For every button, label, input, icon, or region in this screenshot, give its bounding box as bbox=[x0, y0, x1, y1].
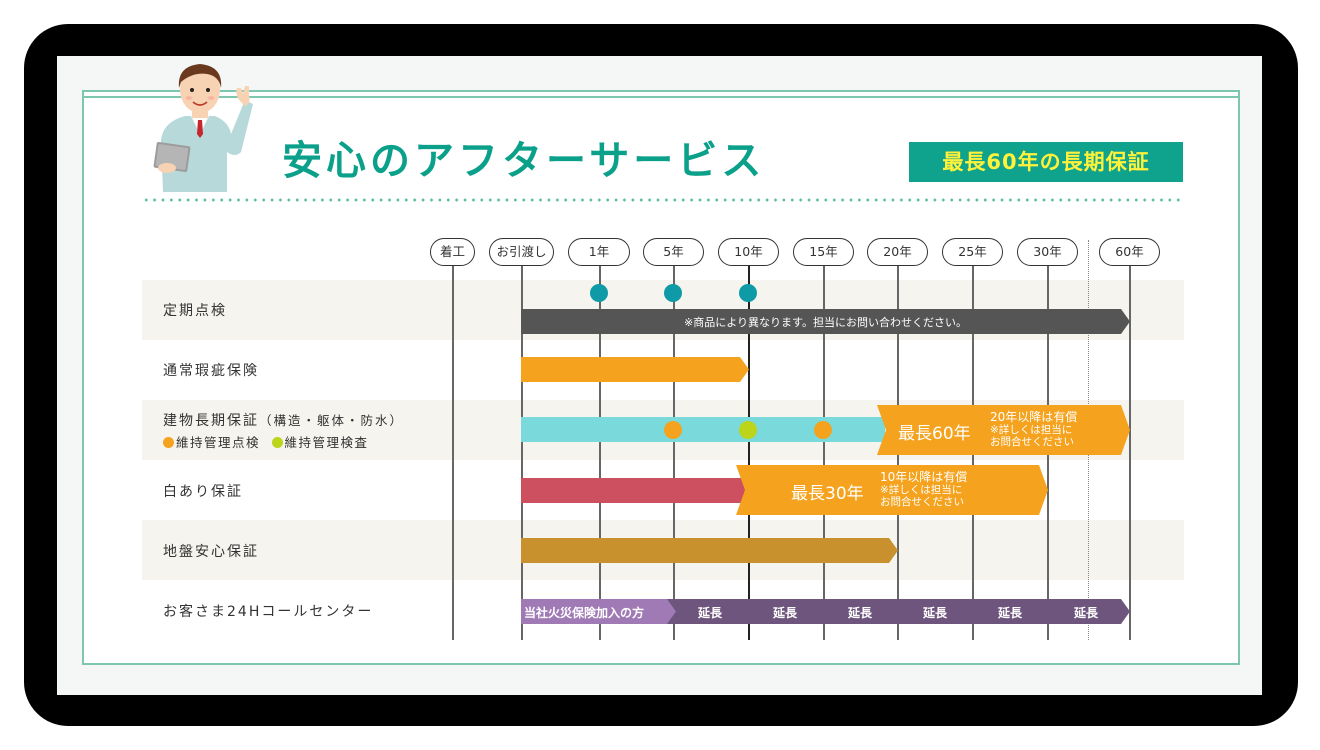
banner-30y-line2: ※詳しくは担当に bbox=[880, 484, 963, 496]
banner-60y-line2: ※詳しくは担当に bbox=[990, 424, 1073, 436]
page-title: 安心のアフターサービス bbox=[282, 138, 766, 184]
extension-label-1: 延長 bbox=[698, 606, 723, 620]
maintenance-inspection-dot-5y-icon bbox=[664, 421, 682, 439]
banner-60y-line1: 20年以降は有償 bbox=[990, 410, 1078, 424]
milestone-5y: 5年 bbox=[643, 238, 704, 266]
lime-dot-icon bbox=[271, 437, 283, 448]
milestone-15y: 15年 bbox=[793, 238, 854, 266]
extension-label-6: 延長 bbox=[1074, 606, 1099, 620]
box-top-double-line bbox=[82, 96, 1240, 98]
legend-maintenance-inspection: 維持管理点検 bbox=[176, 435, 261, 450]
dotted-divider bbox=[142, 198, 1184, 202]
banner-30y-line3: お問合せください bbox=[880, 496, 964, 508]
maintenance-check-dot-10y-icon bbox=[739, 421, 757, 439]
call-center-first-segment-label: 当社火災保険加入の方 bbox=[524, 606, 645, 620]
inspection-dot-1y-icon bbox=[590, 284, 608, 302]
milestone-handover: お引渡し bbox=[489, 238, 554, 266]
timeline-line-construction bbox=[452, 266, 454, 640]
timeline-line-15y bbox=[823, 266, 825, 640]
inspection-bar bbox=[521, 309, 1130, 334]
termite-warranty-30y-banner: 最長30年 10年以降は有償 ※詳しくは担当に お問合せください bbox=[736, 465, 1048, 515]
extension-label-5: 延長 bbox=[998, 606, 1023, 620]
milestone-20y: 20年 bbox=[867, 238, 928, 266]
defect-insurance-bar bbox=[521, 357, 749, 382]
timeline-line-handover bbox=[521, 266, 523, 640]
row-label-call-center: お客さま24Hコールセンター bbox=[163, 604, 374, 620]
banner-30y-line1: 10年以降は有償 bbox=[880, 470, 968, 484]
building-warranty-legend: 維持管理点検 維持管理検査 bbox=[163, 432, 369, 451]
call-center-first-segment bbox=[521, 599, 676, 624]
milestone-construction: 着工 bbox=[430, 238, 475, 266]
banner-60y-main: 最長60年 bbox=[898, 424, 971, 444]
milestone-30y: 30年 bbox=[1017, 238, 1078, 266]
timeline-line-5y bbox=[673, 266, 675, 640]
milestone-1y: 1年 bbox=[568, 238, 630, 266]
timeline-line-60y bbox=[1129, 266, 1131, 640]
inspection-note: ※商品により異なります。担当にお問い合わせください。 bbox=[684, 316, 967, 329]
inspection-dot-5y-icon bbox=[664, 284, 682, 302]
legend-maintenance-check: 維持管理検査 bbox=[284, 435, 369, 450]
staff-illustration-icon bbox=[153, 64, 253, 192]
row-label-regular-inspection: 定期点検 bbox=[163, 303, 227, 319]
maintenance-inspection-dot-15y-icon bbox=[814, 421, 832, 439]
extension-label-4: 延長 bbox=[923, 606, 948, 620]
building-warranty-suffix: （構造・躯体・防水） bbox=[259, 413, 405, 428]
timeline-line-10y bbox=[748, 266, 750, 640]
extension-label-2: 延長 bbox=[773, 606, 798, 620]
banner-30y-main: 最長30年 bbox=[791, 484, 864, 504]
milestone-60y: 60年 bbox=[1099, 238, 1160, 266]
milestone-25y: 25年 bbox=[942, 238, 1003, 266]
row-label-ground-warranty: 地盤安心保証 bbox=[163, 544, 259, 560]
milestone-10y: 10年 bbox=[718, 238, 779, 266]
banner-60y-line3: お問合せください bbox=[990, 436, 1074, 448]
building-warranty-60y-banner: 最長60年 20年以降は有償 ※詳しくは担当に お問合せください bbox=[877, 405, 1130, 455]
termite-warranty-bar bbox=[521, 478, 747, 503]
orange-dot-icon bbox=[163, 437, 174, 448]
building-warranty-title: 建物長期保証 bbox=[163, 413, 259, 429]
ground-warranty-bar bbox=[521, 538, 898, 563]
max-60-year-badge: 最長60年の長期保証 bbox=[909, 142, 1183, 182]
row-label-defect-insurance: 通常瑕疵保険 bbox=[163, 363, 259, 379]
inspection-dot-10y-icon bbox=[739, 284, 757, 302]
row-label-building-warranty: 建物長期保証（構造・躯体・防水） bbox=[163, 410, 404, 430]
extension-label-3: 延長 bbox=[848, 606, 873, 620]
row-label-termite-warranty: 白あり保証 bbox=[163, 484, 243, 500]
timeline-line-1y bbox=[599, 266, 601, 640]
